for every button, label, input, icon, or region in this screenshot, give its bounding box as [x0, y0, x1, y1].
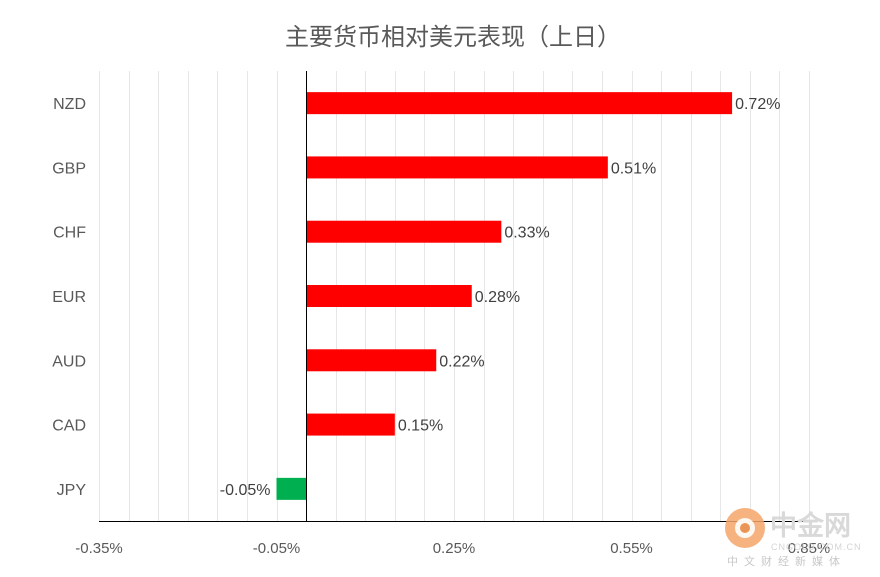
bar-chf: [306, 220, 502, 243]
x-tick-label: -0.35%: [75, 540, 123, 557]
data-label-eur: 0.28%: [475, 289, 520, 306]
category-label-aud: AUD: [52, 353, 86, 370]
bar-eur: [306, 285, 472, 307]
x-tick-label: 0.85%: [788, 540, 831, 557]
axes: [99, 71, 809, 522]
watermark-subtitle: 中文财经新媒体: [727, 554, 846, 568]
bars: [276, 92, 733, 500]
category-label-jpy: JPY: [57, 482, 87, 499]
category-label-eur: EUR: [52, 289, 86, 306]
watermark-url: CNGOLD.COM.CN: [771, 542, 862, 552]
category-label-gbp: GBP: [52, 160, 86, 177]
chart-title: 主要货币相对美元表现（上日）: [285, 23, 621, 51]
bar-cad: [306, 413, 395, 436]
x-tick-label: 0.25%: [433, 540, 476, 557]
watermark-logo-icon: [725, 508, 765, 548]
bar-gbp: [306, 156, 608, 179]
data-label-nzd: 0.72%: [735, 96, 780, 113]
bar-nzd: [306, 92, 733, 115]
watermark-logo-text: 中金网: [770, 510, 851, 542]
watermark: 中金网 CNGOLD.COM.CN 中文财经新媒体: [725, 508, 862, 568]
category-label-chf: CHF: [53, 225, 86, 242]
data-label-jpy: -0.05%: [220, 482, 271, 499]
x-tick-label: 0.55%: [610, 540, 653, 557]
data-label-gbp: 0.51%: [611, 160, 656, 177]
data-label-chf: 0.33%: [504, 225, 549, 242]
category-label-nzd: NZD: [53, 96, 86, 113]
labels: NZD 0.72% GBP 0.51% CHF 0.33% EUR 0.28% AUD 0.22%…: [52, 96, 830, 557]
category-label-cad: CAD: [52, 418, 86, 435]
bar-aud: [306, 349, 437, 372]
data-label-cad: 0.15%: [398, 418, 443, 435]
data-label-aud: 0.22%: [439, 353, 484, 370]
x-tick-label: -0.05%: [253, 540, 301, 557]
bar-jpy: [276, 477, 307, 500]
